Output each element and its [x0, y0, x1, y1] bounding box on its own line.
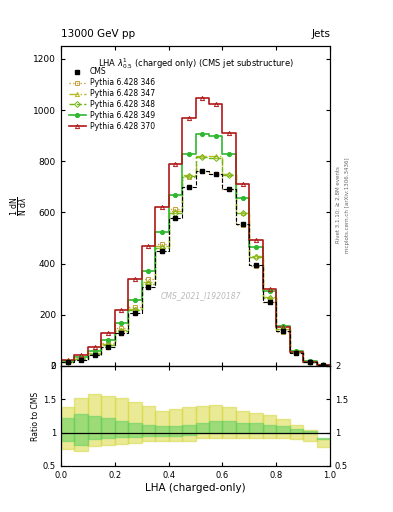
Legend: CMS, Pythia 6.428 346, Pythia 6.428 347, Pythia 6.428 348, Pythia 6.428 349, Pyt: CMS, Pythia 6.428 346, Pythia 6.428 347,… [68, 66, 156, 133]
Text: 13000 GeV pp: 13000 GeV pp [61, 29, 135, 39]
X-axis label: LHA (charged-only): LHA (charged-only) [145, 482, 246, 493]
Text: Rivet 3.1.10; ≥ 2.8M events: Rivet 3.1.10; ≥ 2.8M events [336, 166, 341, 243]
Y-axis label: Ratio to CMS: Ratio to CMS [31, 391, 40, 440]
Text: CMS_2021_I1920187: CMS_2021_I1920187 [161, 291, 241, 300]
Text: LHA $\lambda^{1}_{0.5}$ (charged only) (CMS jet substructure): LHA $\lambda^{1}_{0.5}$ (charged only) (… [97, 56, 294, 71]
Y-axis label: $\frac{1}{\mathrm{N}} \frac{\mathrm{d}\mathrm{N}}{\mathrm{d}\lambda}$: $\frac{1}{\mathrm{N}} \frac{\mathrm{d}\m… [9, 196, 30, 216]
Text: mcplots.cern.ch [arXiv:1306.3436]: mcplots.cern.ch [arXiv:1306.3436] [345, 157, 350, 252]
Text: Jets: Jets [311, 29, 330, 39]
